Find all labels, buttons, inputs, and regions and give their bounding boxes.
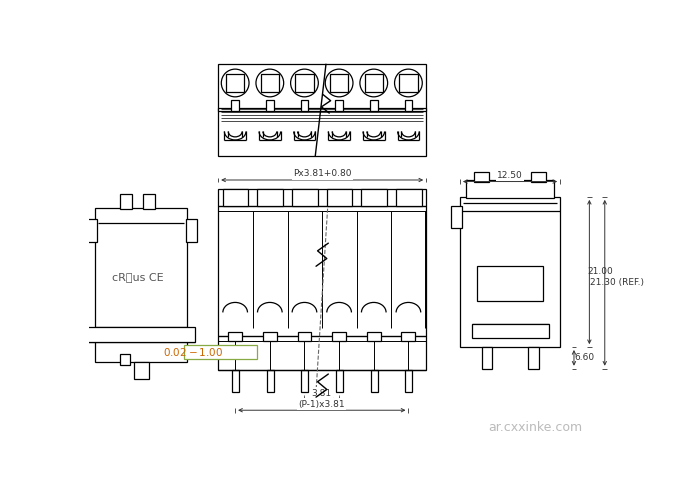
Bar (531, 172, 546, 182)
Bar (298, 332, 312, 341)
Bar (362, 189, 387, 206)
Bar (218, 64, 426, 156)
Bar (477, 266, 543, 301)
Bar (292, 189, 318, 206)
Bar (367, 332, 381, 341)
Bar (336, 370, 343, 392)
Bar (365, 74, 383, 92)
Bar (257, 189, 283, 206)
Bar (261, 74, 279, 92)
Bar (332, 332, 346, 341)
Bar (301, 370, 308, 392)
Bar (231, 100, 239, 111)
Bar (266, 100, 274, 111)
Bar (401, 332, 415, 341)
Text: 21.30 (REF.): 21.30 (REF.) (590, 278, 644, 287)
Text: 6.60: 6.60 (575, 353, 595, 362)
Bar (327, 189, 352, 206)
Bar (371, 370, 378, 392)
Bar (263, 332, 277, 341)
Bar (474, 172, 489, 182)
Text: 12.50: 12.50 (497, 171, 523, 180)
Bar (95, 208, 187, 362)
Bar (300, 100, 308, 111)
Bar (406, 370, 412, 392)
Text: (P-1)x3.81: (P-1)x3.81 (298, 400, 345, 409)
Bar (399, 74, 418, 92)
Bar (482, 347, 492, 369)
Bar (296, 74, 314, 92)
Text: $0.02 - $1.00: $0.02 - $1.00 (162, 346, 223, 358)
Bar (218, 108, 426, 111)
Bar (396, 189, 422, 206)
Bar (232, 370, 239, 392)
Bar (218, 189, 426, 370)
Text: 3.81: 3.81 (312, 389, 332, 398)
Bar (143, 194, 155, 209)
Bar (451, 206, 461, 228)
Bar (330, 74, 348, 92)
Bar (120, 354, 130, 365)
Bar (404, 100, 412, 111)
Text: ar.cxxinke.com: ar.cxxinke.com (489, 422, 583, 435)
Bar (223, 189, 248, 206)
Text: 21.00: 21.00 (588, 267, 613, 276)
Bar (87, 327, 195, 342)
Bar (472, 324, 549, 338)
Bar (228, 332, 242, 341)
Bar (84, 219, 97, 243)
Bar (183, 345, 256, 359)
Bar (370, 100, 378, 111)
Text: Px3.81+0.80: Px3.81+0.80 (293, 169, 351, 178)
Text: cRꞶus CE: cRꞶus CE (112, 272, 163, 282)
Bar (226, 74, 245, 92)
Bar (528, 347, 539, 369)
Bar (120, 194, 132, 209)
Bar (186, 219, 197, 243)
Bar (335, 100, 343, 111)
Bar (466, 180, 554, 199)
Bar (267, 370, 274, 392)
Bar (134, 362, 149, 379)
Bar (460, 197, 560, 347)
